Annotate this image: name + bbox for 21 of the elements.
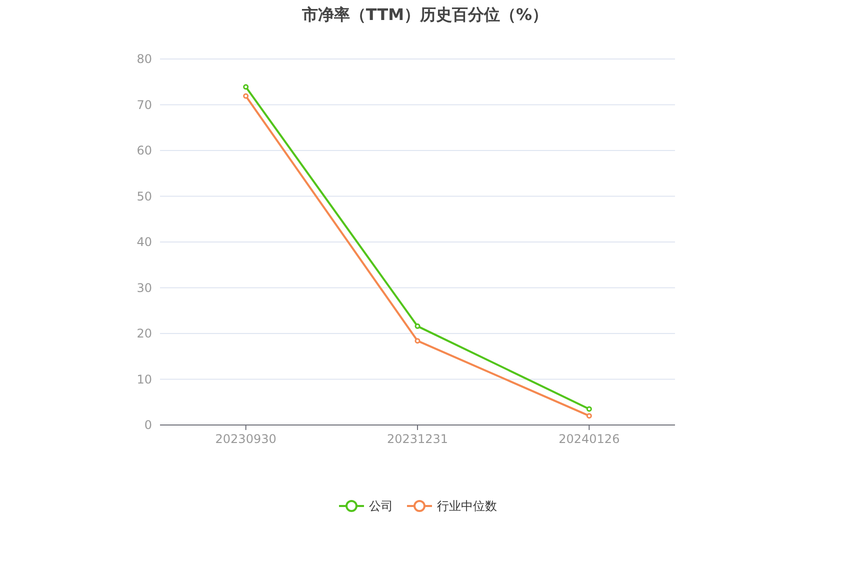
x-tick-label: 20231231 xyxy=(386,432,448,446)
point xyxy=(243,84,249,90)
point xyxy=(414,323,420,329)
y-tick-label: 50 xyxy=(136,189,152,204)
y-tick-label: 30 xyxy=(136,280,152,295)
legend-label: 公司 xyxy=(369,499,393,513)
chart-title: 市净率（TTM）历史百分位（%） xyxy=(300,5,548,24)
y-tick-label: 70 xyxy=(136,98,152,112)
y-tick-label: 80 xyxy=(136,52,152,66)
y-tick-label: 60 xyxy=(136,144,152,158)
point xyxy=(414,338,420,344)
point xyxy=(243,93,249,99)
y-tick-label: 20 xyxy=(136,326,152,340)
x-tick-label: 20240126 xyxy=(558,432,620,446)
y-tick-label: 0 xyxy=(144,418,152,432)
legend-label: 行业中位数 xyxy=(437,499,497,513)
point xyxy=(586,413,592,419)
y-tick-label: 40 xyxy=(136,235,152,249)
y-tick-label: 10 xyxy=(136,372,152,386)
x-tick-label: 20230930 xyxy=(215,432,276,446)
point xyxy=(586,406,592,412)
